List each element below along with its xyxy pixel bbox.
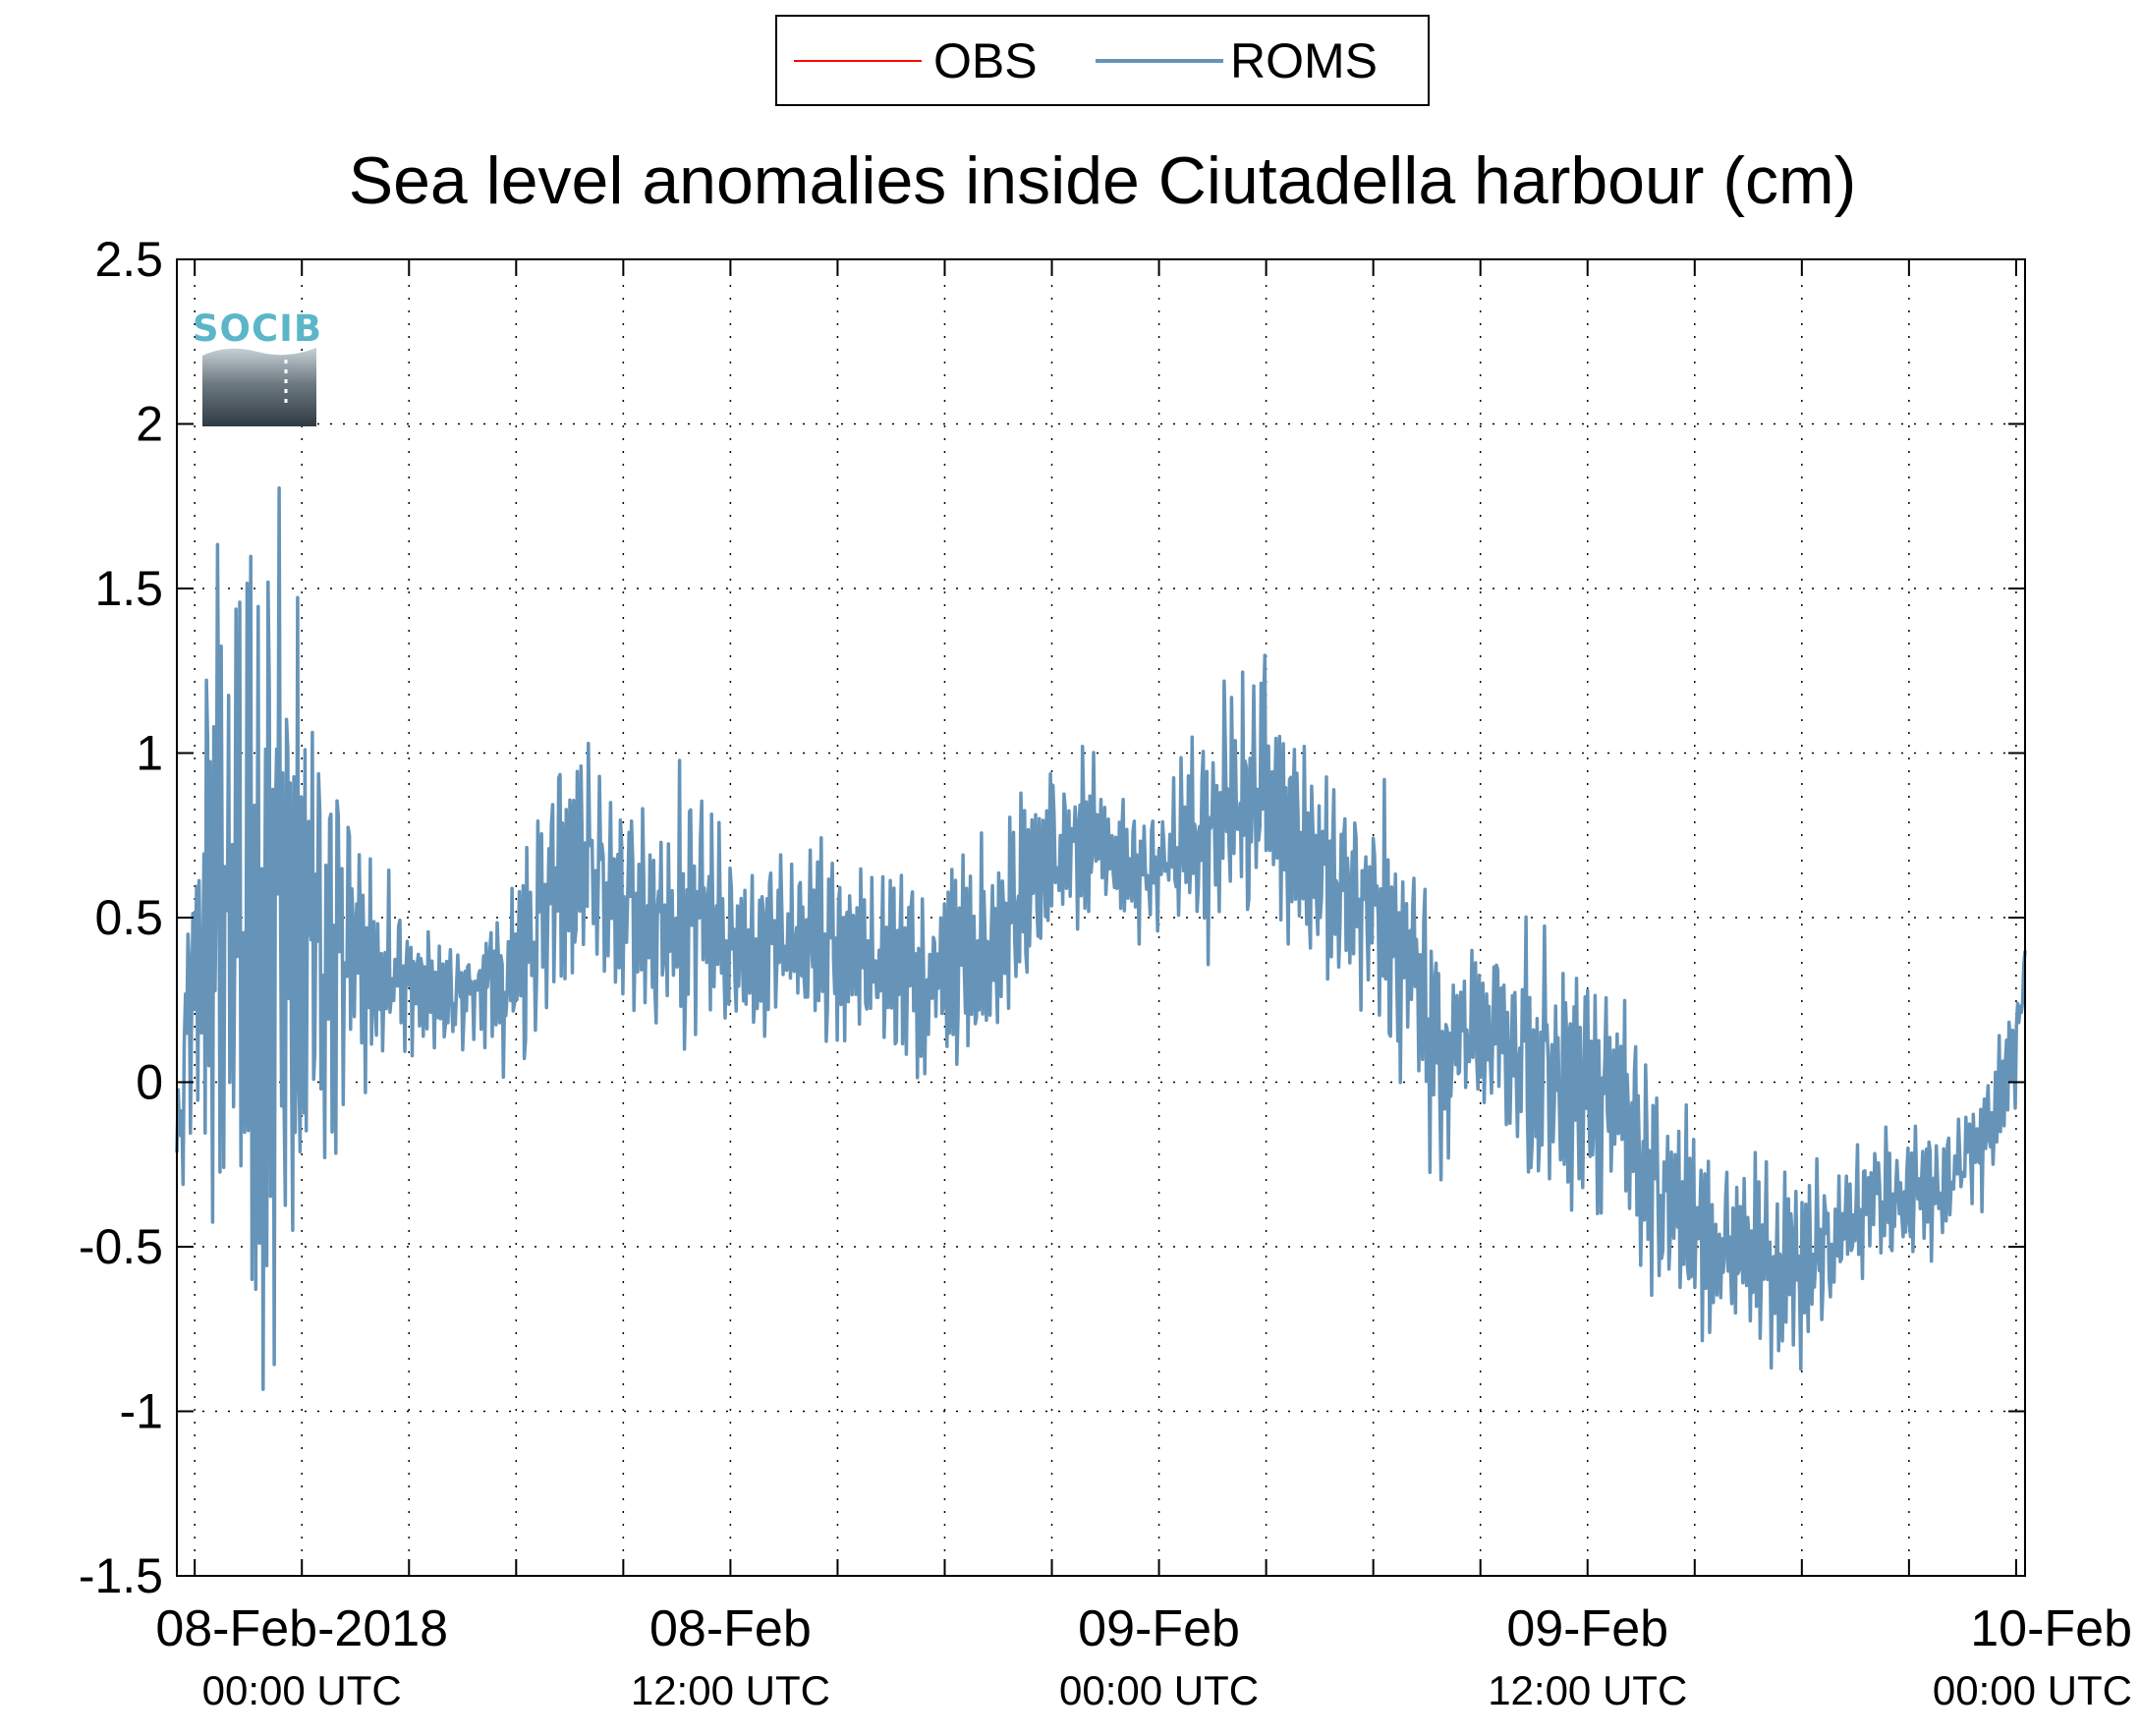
y-tick-label: -1.5 [79,1548,163,1603]
x-tick-label: 08-Feb [649,1600,812,1657]
x-tick-sublabel: 00:00 UTC [1059,1667,1259,1713]
x-tick-label: 09-Feb [1078,1600,1240,1657]
grid [177,259,2025,1576]
x-tick-sublabel: 12:00 UTC [1488,1667,1687,1713]
x-tick-label: 08-Feb-2018 [155,1600,448,1657]
ticks [177,258,2025,1577]
socib-logo: SOCIB [193,308,322,426]
legend-label-obs: OBS [933,33,1038,88]
plot-area [177,259,2025,1576]
x-tick-label: 09-Feb [1506,1600,1668,1657]
x-axis-labels: 08-Feb-2018 00:00 UTC 08-Feb 12:00 UTC 09-Fe… [155,1600,2132,1713]
series-layer [175,485,2027,1391]
y-tick-label: 0 [136,1055,163,1110]
series-line-roms [175,485,2027,1391]
y-tick-label: 2.5 [94,232,163,287]
y-tick-label: 2 [136,397,163,452]
y-tick-label: 1.5 [94,561,163,616]
y-tick-label: -1 [120,1384,163,1439]
x-tick-sublabel: 00:00 UTC [202,1667,402,1713]
y-axis-labels: 2.5 2 1.5 1 0.5 0 -0.5 -1 -1.5 [79,232,163,1603]
x-tick-label: 10-Feb [1970,1600,2132,1657]
x-tick-sublabel: 00:00 UTC [1933,1667,2132,1713]
y-tick-label: 0.5 [94,890,163,945]
y-tick-label: 1 [136,726,163,781]
x-tick-sublabel: 12:00 UTC [631,1667,830,1713]
legend-label-roms: ROMS [1230,33,1378,88]
socib-logo-wave [202,348,316,426]
socib-logo-text: SOCIB [193,308,322,350]
chart-title: Sea level anomalies inside Ciutadella ha… [349,143,1857,218]
legend: OBS ROMS [775,15,1430,106]
y-tick-label: -0.5 [79,1219,163,1274]
